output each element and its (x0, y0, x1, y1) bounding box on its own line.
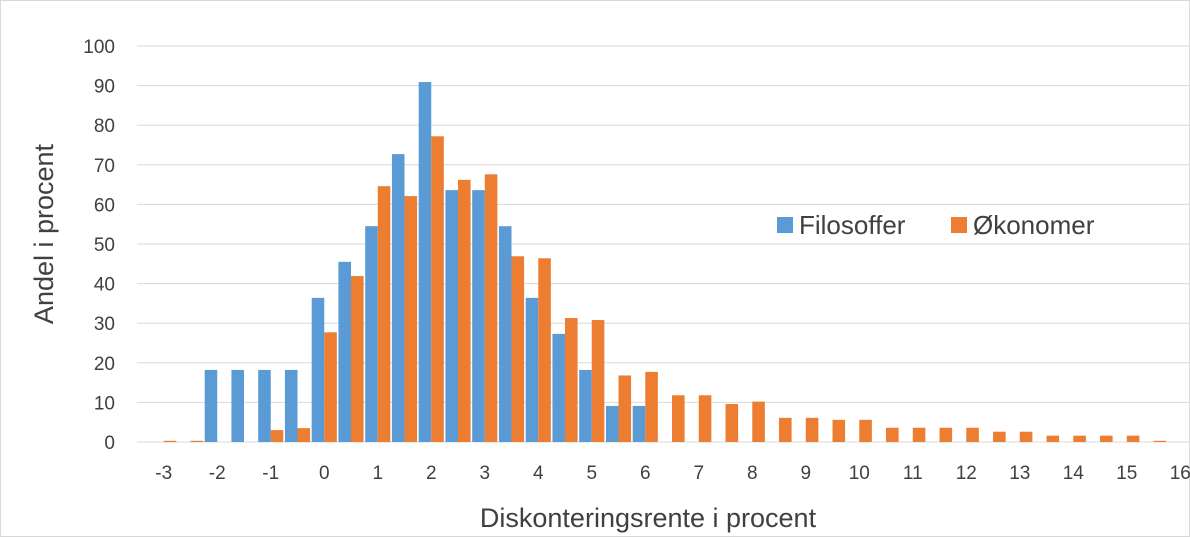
bar-okonomer (752, 401, 765, 442)
bar-okonomer (1073, 435, 1086, 442)
bar-okonomer (565, 318, 578, 442)
bar-okonomer (832, 419, 846, 442)
x-tick-label: 8 (747, 463, 758, 484)
bar-okonomer (270, 430, 284, 442)
bar-filosoffer (284, 369, 298, 442)
bar-okonomer (591, 320, 605, 442)
x-tick-label: 0 (319, 463, 330, 484)
bar-filosoffer (391, 154, 405, 442)
bar-okonomer (324, 332, 337, 442)
x-tick-label: 5 (586, 463, 597, 484)
bar-okonomer (163, 440, 177, 442)
bar-okonomer (377, 186, 391, 442)
bar-filosoffer (445, 190, 459, 442)
bar-okonomer (779, 417, 792, 442)
y-tick-label: 80 (94, 116, 115, 137)
y-tick-label: 100 (83, 37, 115, 58)
bar-okonomer (1019, 431, 1033, 442)
x-tick-label: 2 (426, 463, 437, 484)
x-tick-label: 3 (479, 463, 490, 484)
bar-filosoffer (632, 405, 646, 442)
bar-okonomer (1126, 435, 1140, 442)
x-tick-label: -3 (155, 463, 172, 484)
x-tick-label: 1 (372, 463, 383, 484)
y-axis-tick-labels: 0 10 20 30 40 50 60 70 80 90 100 (83, 37, 115, 454)
legend-label-filosoffer: Filosoffer (799, 210, 906, 240)
bar-okonomer (725, 403, 739, 442)
legend-swatch-okonomer (951, 217, 967, 233)
y-tick-label: 50 (94, 235, 115, 256)
y-tick-label: 90 (94, 77, 115, 98)
x-tick-label: -1 (262, 463, 279, 484)
bar-filosoffer (204, 369, 218, 442)
bar-okonomer (645, 371, 658, 442)
bar-okonomer (538, 258, 551, 442)
x-tick-label: 15 (1116, 463, 1137, 484)
bar-filosoffer (579, 369, 592, 442)
bar-filosoffer (472, 190, 485, 442)
bar-okonomer (912, 427, 926, 442)
legend: Filosoffer Økonomer (777, 210, 1095, 240)
bar-okonomer (404, 196, 418, 442)
y-tick-label: 10 (94, 393, 115, 414)
bar-okonomer (351, 276, 364, 442)
y-tick-label: 40 (94, 275, 115, 296)
bar-filosoffer (311, 297, 325, 442)
bar-okonomer (484, 174, 498, 442)
x-axis-tick-labels: -3 -2 -1 0 1 2 3 4 5 6 7 8 9 10 11 12 13 14 15 16 (155, 463, 1190, 484)
bar-okonomer (859, 419, 872, 442)
bar-okonomer (297, 428, 311, 442)
x-tick-label: 16 (1170, 463, 1190, 484)
bar-okonomer (618, 375, 632, 442)
bar-okonomer (1153, 440, 1167, 442)
bar-filosoffer (338, 261, 352, 442)
bar-okonomer (886, 427, 899, 442)
y-tick-label: 30 (94, 314, 115, 335)
bar-okonomer (993, 431, 1006, 442)
bar-filosoffer (231, 369, 245, 442)
bars (163, 82, 1167, 442)
legend-swatch-filosoffer (777, 217, 793, 233)
x-tick-label: 9 (800, 463, 811, 484)
bar-okonomer (1046, 435, 1060, 442)
bar-filosoffer (552, 333, 566, 442)
y-tick-label: 0 (104, 433, 115, 454)
bar-filosoffer (365, 226, 378, 442)
bar-filosoffer (418, 82, 432, 442)
x-tick-label: 14 (1063, 463, 1085, 484)
bar-okonomer (698, 395, 712, 442)
bar-filosoffer (258, 369, 271, 442)
x-tick-label: 10 (849, 463, 870, 484)
legend-label-okonomer: Økonomer (973, 210, 1095, 240)
bar-okonomer (431, 136, 444, 442)
x-axis-title: Diskonteringsrente i procent (480, 503, 817, 533)
bar-okonomer (511, 256, 525, 442)
x-tick-label: 6 (640, 463, 651, 484)
bar-filosoffer (525, 297, 539, 442)
y-tick-label: 20 (94, 354, 115, 375)
x-tick-label: 13 (1009, 463, 1030, 484)
y-tick-label: 60 (94, 195, 115, 216)
x-tick-label: 7 (693, 463, 704, 484)
bar-okonomer (805, 417, 819, 442)
bar-okonomer (190, 440, 204, 442)
bar-filosoffer (605, 405, 619, 442)
x-tick-label: 11 (903, 463, 923, 484)
y-axis-title: Andel i procent (29, 143, 59, 324)
bar-filosoffer (498, 226, 512, 442)
x-tick-label: -2 (209, 463, 226, 484)
x-tick-label: 4 (533, 463, 544, 484)
x-tick-label: 12 (956, 463, 977, 484)
y-tick-label: 70 (94, 156, 115, 177)
bar-okonomer (672, 395, 685, 442)
bar-okonomer (966, 427, 979, 442)
bar-okonomer (1100, 435, 1113, 442)
bar-okonomer (458, 179, 471, 442)
bar-okonomer (939, 427, 953, 442)
